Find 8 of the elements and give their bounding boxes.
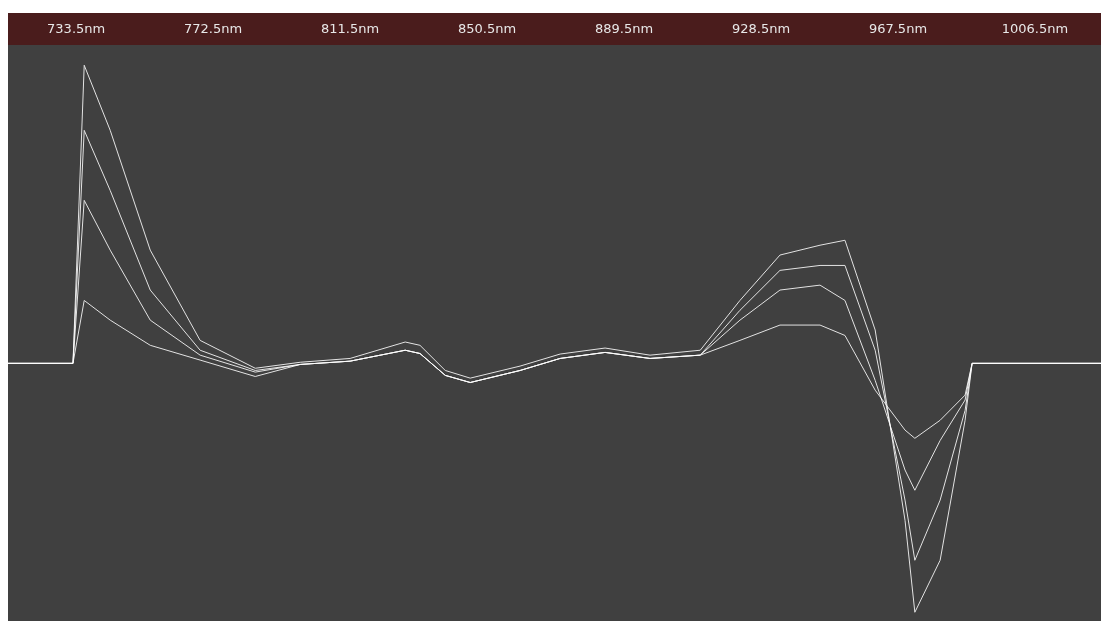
- x-tick-label: 733.5nm: [47, 21, 106, 37]
- x-tick-label: 811.5nm: [321, 21, 380, 37]
- x-tick-label: 889.5nm: [594, 21, 654, 37]
- x-tick-label: 967.5nm: [868, 21, 928, 37]
- x-tick-label: 850.5nm: [458, 21, 517, 37]
- x-tick-label: 1006.5nm: [1001, 21, 1069, 37]
- x-tick-label: 772.5nm: [184, 21, 243, 37]
- x-tick-label: 928.5nm: [731, 21, 791, 37]
